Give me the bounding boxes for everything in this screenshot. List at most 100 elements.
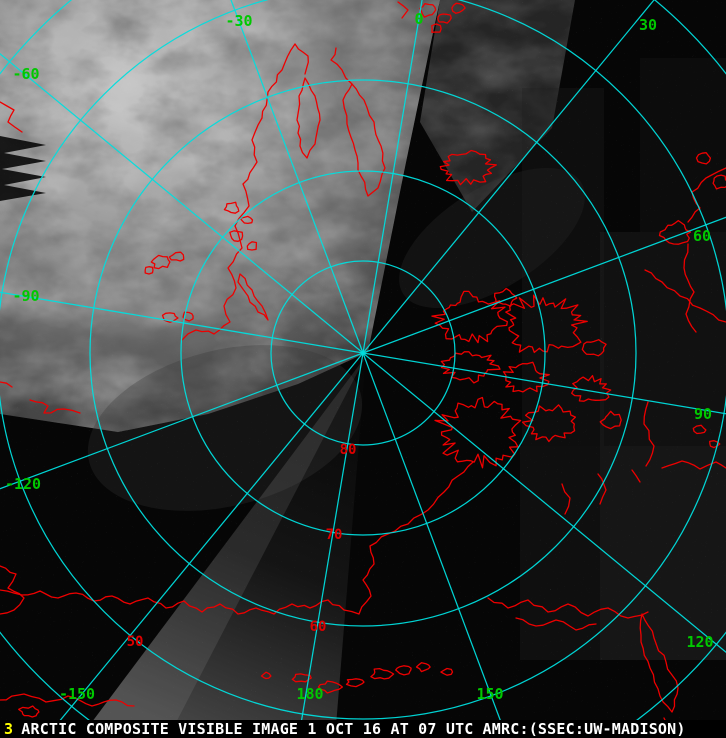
- latitude-circle: [0, 0, 726, 720]
- meridian-line: [362, 0, 423, 354]
- latitude-label: 70: [326, 527, 343, 543]
- coastline: [487, 597, 649, 619]
- latitude-label: 60: [310, 619, 327, 635]
- coastline: [415, 662, 431, 673]
- coastline: [639, 613, 679, 713]
- longitude-label: 90: [694, 405, 712, 423]
- graticule-layer: [0, 0, 726, 720]
- meridian-line: [0, 291, 364, 354]
- coastline: [431, 23, 442, 33]
- coastline: [434, 396, 522, 469]
- meridian-line: [300, 352, 364, 720]
- longitude-label: -30: [225, 12, 252, 30]
- coastline: [223, 201, 240, 214]
- longitude-label: -150: [59, 685, 95, 703]
- coastline: [709, 440, 721, 449]
- coastline: [502, 361, 550, 393]
- longitude-label: 120: [686, 633, 713, 651]
- meridian-line: [362, 352, 726, 654]
- coastline: [597, 473, 607, 505]
- longitude-label: 0: [414, 10, 423, 28]
- latitude-circle: [89, 79, 637, 627]
- longitude-label: 30: [639, 16, 657, 34]
- coastline: [370, 667, 395, 680]
- coastline: [237, 273, 269, 321]
- coastline: [296, 77, 321, 159]
- coastline: [439, 149, 497, 186]
- longitude-label: -120: [5, 475, 41, 493]
- coastline: [260, 671, 272, 680]
- coastline: [661, 460, 726, 470]
- label-layer: -30 0 30 -60 60 -90 90 -120 120 -150 180 150 80 70 60 5…: [5, 10, 714, 703]
- coastline: [342, 83, 386, 197]
- coastline: [643, 401, 655, 467]
- coastline: [18, 705, 40, 718]
- latitude-circle: [270, 260, 456, 446]
- coastline: [229, 230, 244, 242]
- coastline: [515, 617, 597, 631]
- latitude-label: 50: [127, 634, 144, 650]
- coastline: [431, 290, 508, 344]
- longitude-label: -90: [12, 287, 39, 305]
- longitude-label: 180: [296, 685, 323, 703]
- coastline: [168, 251, 185, 262]
- coastline: [493, 287, 518, 307]
- meridian-line: [362, 0, 655, 354]
- image-title-text: ARCTIC COMPOSITE VISIBLE IMAGE 1 OCT 16 …: [21, 720, 474, 738]
- meridian-line: [362, 352, 501, 720]
- channel-number: 3: [4, 720, 14, 738]
- imagery-layer: [0, 0, 726, 720]
- coastline: [239, 215, 254, 225]
- status-bar: 3 ARCTIC COMPOSITE VISIBLE IMAGE 1 OCT 1…: [0, 720, 726, 738]
- coastline: [0, 381, 13, 388]
- coastline: [317, 680, 344, 694]
- longitude-label: -60: [12, 65, 39, 83]
- coastline: [451, 2, 466, 14]
- meridian-line: [0, 352, 364, 490]
- coastline: [0, 565, 25, 615]
- coastline: [571, 374, 612, 402]
- longitude-label: 60: [693, 227, 711, 245]
- latitude-circle: [180, 170, 546, 536]
- coastline: [440, 667, 454, 676]
- coastline: [395, 665, 412, 676]
- coastline: [150, 254, 171, 270]
- coastline: [683, 243, 697, 333]
- coastline: [644, 269, 726, 323]
- meridian-line: [230, 0, 364, 354]
- coastline: [521, 404, 577, 443]
- coastline: [144, 266, 154, 275]
- coastline: [397, 1, 409, 19]
- coastline: [631, 469, 641, 483]
- meridian-line: [0, 52, 364, 354]
- latitude-label: 80: [340, 442, 357, 458]
- coastline: [294, 43, 309, 75]
- coastline: [581, 339, 607, 357]
- coastline: [330, 47, 353, 85]
- coastline: [182, 311, 194, 322]
- coastline: [599, 410, 622, 430]
- longitude-label: 150: [476, 685, 503, 703]
- coastline: [658, 219, 692, 245]
- arctic-composite-map: -30 0 30 -60 60 -90 90 -120 120 -150 180 150 80 70 60 5…: [0, 0, 726, 720]
- coastline: [29, 399, 81, 414]
- credit-text: AMRC:(SSEC:UW-MADISON): [482, 720, 686, 738]
- coastline: [505, 294, 588, 354]
- meridian-line: [362, 352, 726, 415]
- coastline: [561, 483, 571, 515]
- coastline: [181, 43, 296, 341]
- coastline: [437, 13, 452, 24]
- coastline-layer: [0, 1, 726, 720]
- meridian-line: [362, 216, 726, 354]
- meridian-line: [59, 352, 364, 720]
- coastline: [291, 673, 312, 683]
- coastline: [695, 152, 712, 165]
- coastline: [0, 101, 23, 133]
- coastline: [0, 693, 135, 707]
- coastline: [246, 241, 258, 251]
- map-canvas: -30 0 30 -60 60 -90 90 -120 120 -150 180 150 80 70 60 5…: [0, 0, 726, 720]
- coastline: [345, 678, 365, 688]
- coastline: [692, 424, 707, 435]
- coastline: [712, 174, 726, 190]
